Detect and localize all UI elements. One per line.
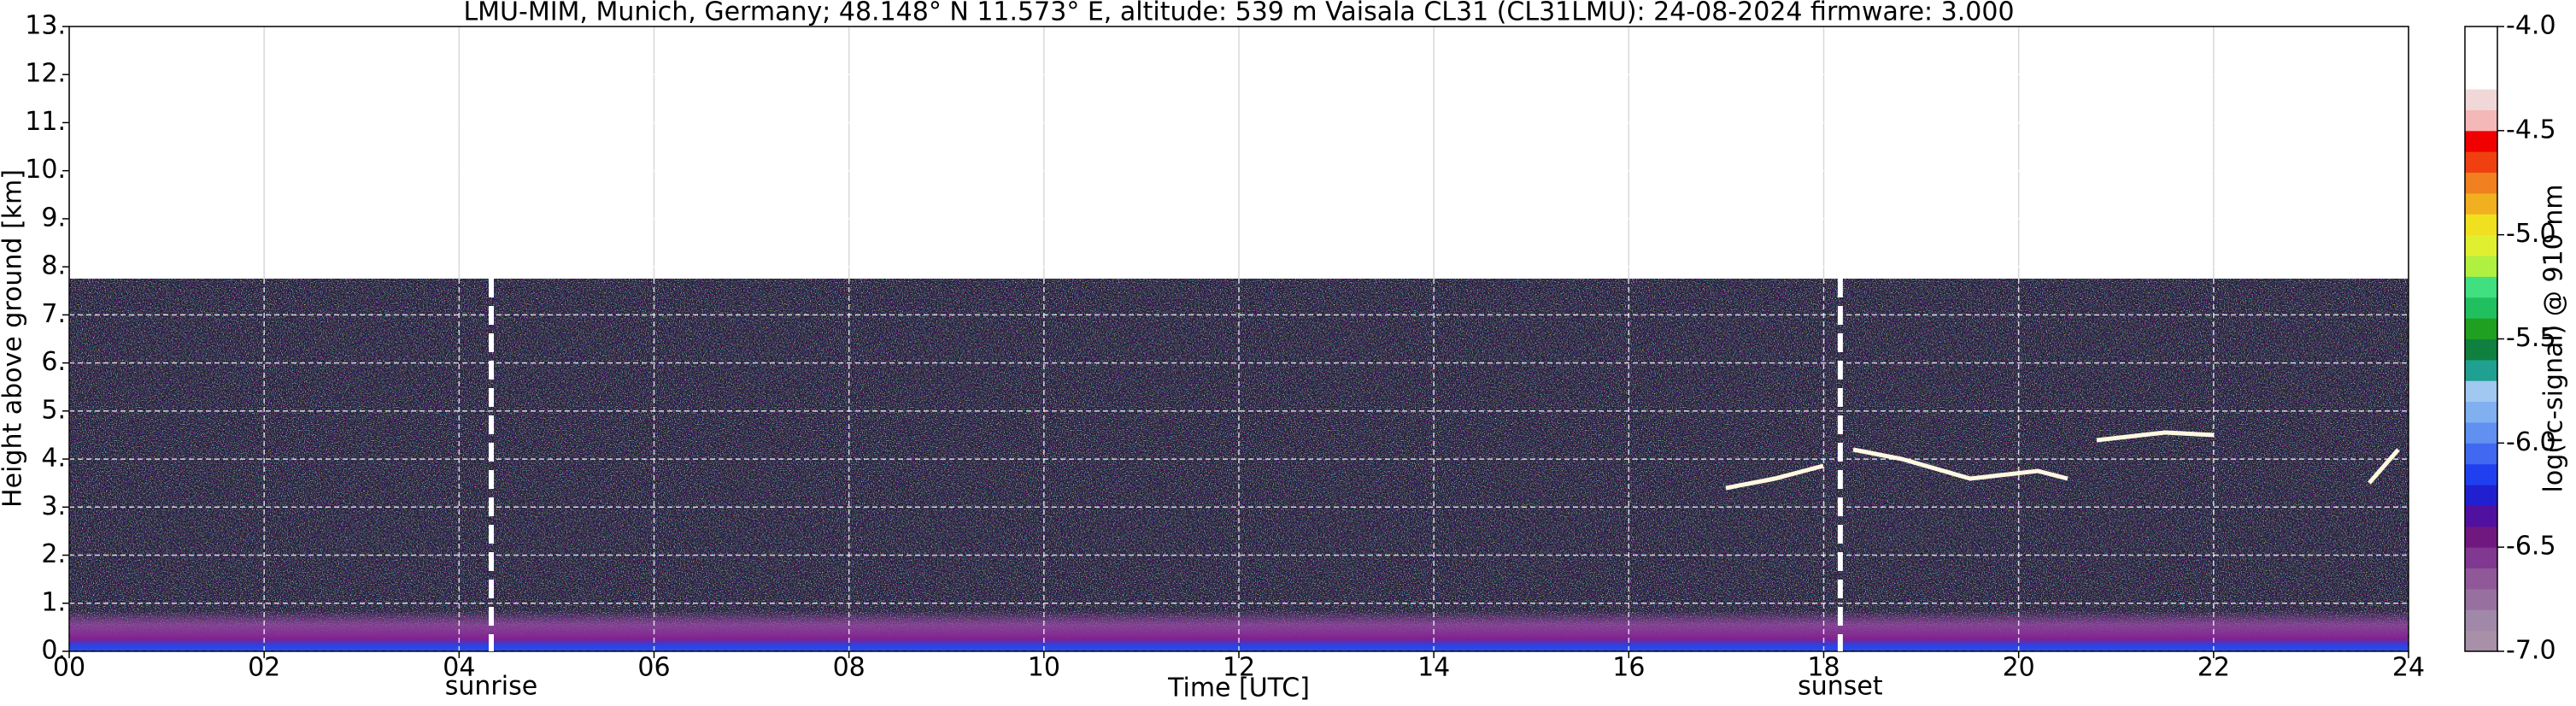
colorbar-tick-label: -5.5 [2506,323,2556,353]
colorbar-swatch [2465,505,2497,527]
x-tick-label: 02 [248,653,280,683]
y-tick-label: 1. [41,587,66,617]
colorbar-swatch [2465,421,2497,444]
y-tick-label: 13. [25,11,66,41]
x-tick-label: 08 [833,653,866,683]
colorbar-swatch [2465,568,2497,590]
x-tick-label: 00 [53,653,85,683]
cloud [1725,463,1824,491]
colorbar-swatch [2465,151,2497,174]
colorbar-swatch [2465,172,2497,194]
colorbar-tick-label: -4.5 [2506,115,2556,144]
colorbar-label: log(rc-signal) @ 910 nm [2539,185,2569,493]
colorbar-swatch [2465,297,2497,319]
y-tick-label: 6. [41,347,66,377]
annotation-label: sunrise [445,672,537,702]
colorbar-swatch [2465,68,2497,90]
colorbar-swatch [2465,26,2497,48]
cloud-layer [1725,430,2400,491]
colorbar-swatch [2465,89,2497,110]
cloud [2368,448,2400,485]
colorbar-swatch [2465,109,2497,132]
colorbar-swatch [2465,276,2497,298]
y-tick-label: 0. [41,636,66,666]
y-tick-label: 2. [41,539,66,569]
x-tick-label: 24 [2392,653,2425,683]
cloud [2096,430,2215,443]
colorbar-swatch [2465,130,2497,152]
y-tick-label: 3. [41,491,66,521]
colorbar-swatch [2465,359,2497,381]
x-tick-label: 16 [1612,653,1645,683]
y-tick-label: 11. [25,107,66,137]
x-tick-label: 12 [1223,653,1255,683]
x-tick-label: 04 [443,653,475,683]
y-tick-label: 7. [41,299,66,329]
colorbar-swatch [2465,256,2497,277]
y-tick-label: 9. [41,203,66,232]
colorbar-tick-label: -4.0 [2506,11,2556,41]
colorbar-swatch [2465,318,2497,339]
y-tick-label: 12. [25,59,66,89]
colorbar-swatch [2465,630,2497,652]
x-tick-label: 10 [1028,653,1060,683]
x-tick-label: 18 [1807,653,1840,683]
colorbar-swatch [2465,526,2497,548]
colorbar-tick-label: -6.0 [2506,427,2556,457]
x-tick-label: 14 [1417,653,1450,683]
colorbar-tick-label: -6.5 [2506,532,2556,562]
colorbar-swatch [2465,192,2497,215]
colorbar-swatch [2465,234,2497,256]
colorbar-swatch [2465,609,2497,632]
y-tick-label: 4. [41,444,66,474]
colorbar-tick-label: -5.0 [2506,219,2556,249]
colorbar-swatch [2465,485,2497,506]
colorbar-swatch [2465,547,2497,569]
x-tick-label: 20 [2003,653,2035,683]
x-axis-label: Time [UTC] [1167,674,1310,703]
annotation-label: sunset [1798,672,1883,702]
y-tick-label: 5. [41,395,66,425]
x-tick-label: 06 [637,653,670,683]
y-tick-label: 10. [25,155,66,185]
cloud [1852,447,2068,481]
colorbar-swatch [2465,47,2497,69]
colorbar-swatch [2465,443,2497,465]
colorbar-swatch [2465,588,2497,610]
y-tick-label: 8. [41,251,66,281]
chart-title: LMU-MIM, Munich, Germany; 48.148° N 11.5… [463,0,2014,27]
y-axis-label: Height above ground [km] [0,169,28,508]
colorbar-swatch [2465,214,2497,236]
colorbar-swatch [2465,380,2497,403]
colorbar-tick-label: -7.0 [2506,636,2556,666]
x-tick-label: 22 [2198,653,2230,683]
colorbar-swatch [2465,338,2497,361]
colorbar-swatch [2465,463,2497,485]
colorbar-swatch [2465,401,2497,423]
